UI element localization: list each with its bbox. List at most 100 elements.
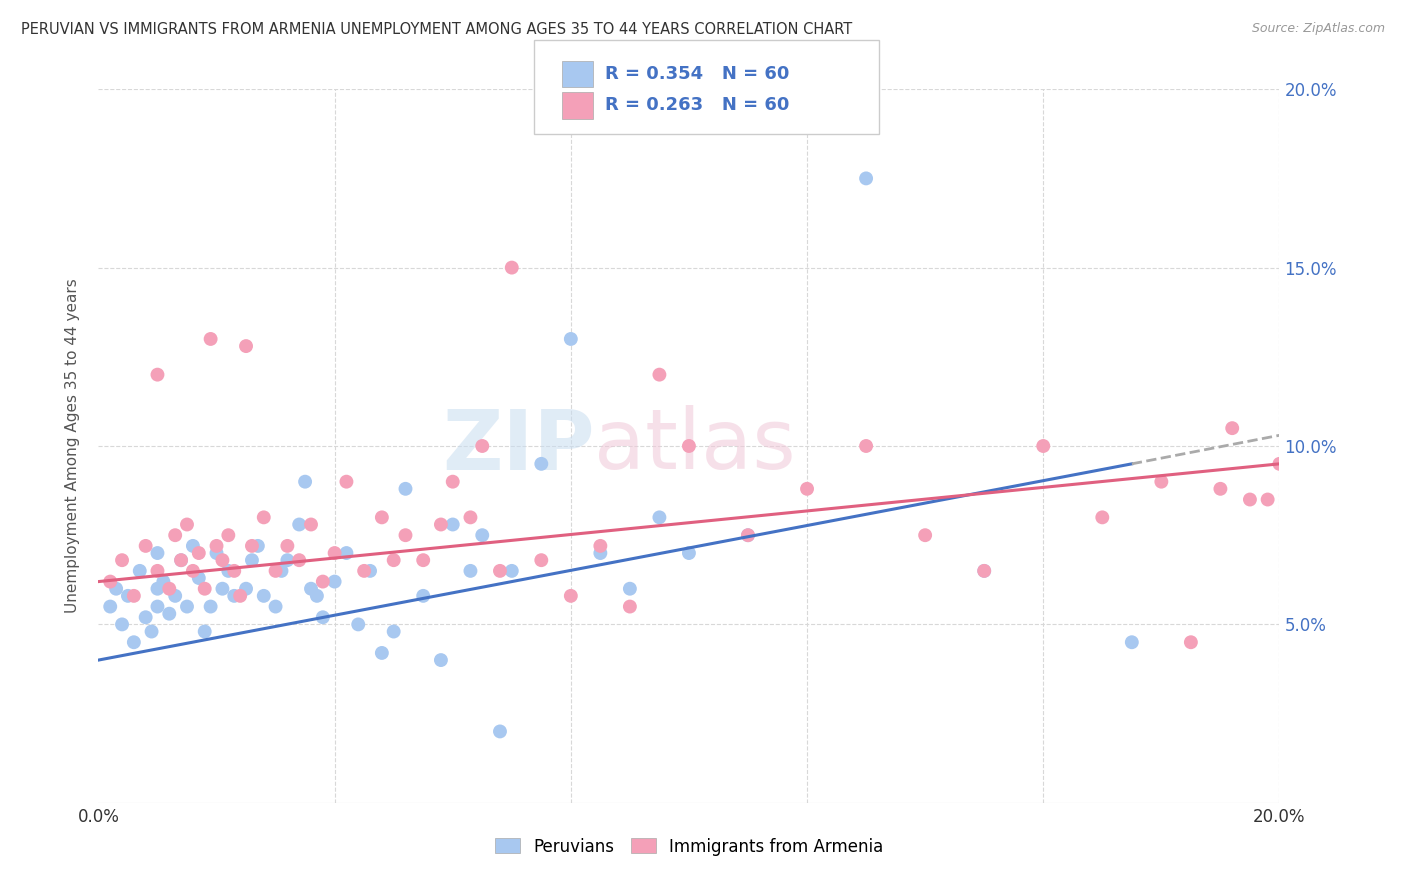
- Point: [471, 528, 494, 542]
- Point: [240, 539, 263, 553]
- Point: [501, 260, 523, 275]
- Point: [1209, 482, 1232, 496]
- Point: [353, 564, 375, 578]
- Point: [141, 624, 163, 639]
- Point: [855, 439, 877, 453]
- Point: [246, 539, 269, 553]
- Point: [371, 646, 394, 660]
- Point: [229, 589, 252, 603]
- Point: [135, 539, 157, 553]
- Point: [152, 574, 174, 589]
- Point: [122, 589, 145, 603]
- Point: [1150, 475, 1173, 489]
- Legend: Peruvians, Immigrants from Armenia: Peruvians, Immigrants from Armenia: [488, 831, 890, 863]
- Y-axis label: Unemployment Among Ages 35 to 44 years: Unemployment Among Ages 35 to 44 years: [65, 278, 80, 614]
- Point: [589, 539, 612, 553]
- Point: [176, 599, 198, 614]
- Point: [187, 571, 209, 585]
- Point: [157, 582, 180, 596]
- Point: [276, 553, 298, 567]
- Point: [224, 564, 246, 578]
- Point: [117, 589, 139, 603]
- Point: [200, 599, 222, 614]
- Point: [181, 564, 204, 578]
- Point: [200, 332, 222, 346]
- Point: [489, 564, 512, 578]
- Point: [460, 510, 482, 524]
- Point: [211, 582, 233, 596]
- Point: [430, 517, 453, 532]
- Point: [299, 582, 322, 596]
- Point: [270, 564, 292, 578]
- Point: [264, 564, 287, 578]
- Point: [973, 564, 995, 578]
- Point: [460, 564, 482, 578]
- Point: [165, 528, 187, 542]
- Point: [501, 564, 523, 578]
- Point: [412, 589, 434, 603]
- Point: [224, 589, 246, 603]
- Point: [323, 546, 346, 560]
- Point: [560, 332, 582, 346]
- Point: [157, 607, 180, 621]
- Point: [253, 589, 276, 603]
- Point: [135, 610, 157, 624]
- Point: [648, 510, 671, 524]
- Point: [441, 475, 464, 489]
- Point: [194, 582, 217, 596]
- Point: [619, 582, 641, 596]
- Point: [235, 339, 257, 353]
- Point: [170, 553, 193, 567]
- Point: [176, 517, 198, 532]
- Point: [181, 539, 204, 553]
- Point: [111, 553, 134, 567]
- Text: R = 0.354   N = 60: R = 0.354 N = 60: [605, 65, 789, 83]
- Point: [530, 457, 553, 471]
- Point: [371, 510, 394, 524]
- Point: [737, 528, 759, 542]
- Point: [678, 439, 700, 453]
- Point: [382, 553, 405, 567]
- Point: [146, 368, 169, 382]
- Point: [240, 553, 263, 567]
- Point: [205, 546, 228, 560]
- Point: [305, 589, 328, 603]
- Point: [430, 653, 453, 667]
- Point: [122, 635, 145, 649]
- Point: [678, 546, 700, 560]
- Point: [323, 574, 346, 589]
- Point: [347, 617, 370, 632]
- Text: PERUVIAN VS IMMIGRANTS FROM ARMENIA UNEMPLOYMENT AMONG AGES 35 TO 44 YEARS CORRE: PERUVIAN VS IMMIGRANTS FROM ARMENIA UNEM…: [21, 22, 852, 37]
- Point: [146, 599, 169, 614]
- Point: [1032, 439, 1054, 453]
- Point: [589, 546, 612, 560]
- Point: [619, 599, 641, 614]
- Point: [914, 528, 936, 542]
- Point: [1239, 492, 1261, 507]
- Text: ZIP: ZIP: [441, 406, 595, 486]
- Point: [560, 589, 582, 603]
- Point: [187, 546, 209, 560]
- Point: [412, 553, 434, 567]
- Point: [1180, 635, 1202, 649]
- Point: [294, 475, 316, 489]
- Point: [217, 528, 239, 542]
- Point: [335, 475, 357, 489]
- Point: [98, 574, 121, 589]
- Point: [299, 517, 322, 532]
- Point: [1257, 492, 1279, 507]
- Point: [648, 368, 671, 382]
- Point: [394, 528, 416, 542]
- Point: [253, 510, 276, 524]
- Point: [235, 582, 257, 596]
- Point: [146, 564, 169, 578]
- Point: [217, 564, 239, 578]
- Point: [1091, 510, 1114, 524]
- Point: [441, 517, 464, 532]
- Point: [471, 439, 494, 453]
- Point: [489, 724, 512, 739]
- Point: [312, 574, 335, 589]
- Point: [194, 624, 217, 639]
- Text: R = 0.263   N = 60: R = 0.263 N = 60: [605, 96, 789, 114]
- Point: [170, 553, 193, 567]
